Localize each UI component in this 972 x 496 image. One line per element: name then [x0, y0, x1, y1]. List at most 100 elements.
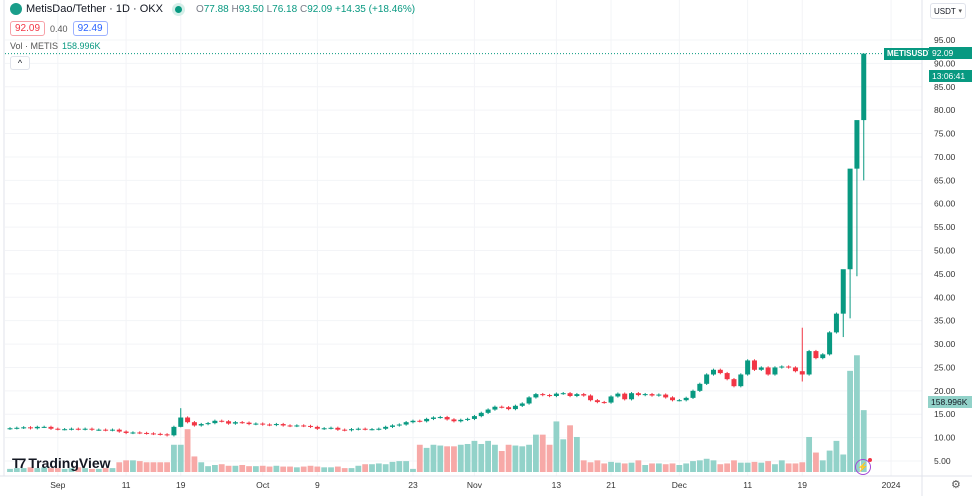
candle: [519, 402, 525, 407]
volume-bar: [102, 468, 109, 472]
candle-body: [410, 420, 416, 423]
volume-bar: [854, 355, 860, 472]
volume-bar: [164, 462, 170, 472]
candle-body: [437, 417, 443, 419]
y-tick-label: 85.00: [934, 82, 956, 92]
candle: [89, 427, 95, 431]
volume-bar: [724, 463, 731, 472]
volume-bar: [601, 463, 608, 472]
volume-bar: [539, 434, 546, 472]
candle: [362, 427, 368, 431]
x-tick-label: Sep: [50, 480, 65, 490]
buy-button[interactable]: 92.49: [72, 21, 108, 36]
volume-bar: [628, 462, 635, 472]
candle-body: [267, 424, 273, 426]
candle-body: [75, 428, 81, 430]
candle: [219, 419, 225, 423]
candle-body: [383, 426, 389, 429]
candle: [813, 349, 819, 360]
candle: [389, 424, 395, 429]
volume-bar: [731, 460, 737, 472]
candle: [779, 365, 785, 369]
volume-bar: [860, 410, 867, 472]
candle: [540, 392, 546, 397]
candle: [376, 427, 382, 431]
candle-body: [676, 400, 682, 402]
candle: [533, 392, 539, 399]
candle: [328, 426, 334, 430]
candle: [417, 419, 423, 423]
candle-body: [492, 406, 498, 410]
volume-bar: [533, 434, 539, 472]
y-tick-label: 50.00: [934, 246, 956, 256]
symbol-legend: MetisDao/Tether · 1D · OKX O77.88 H93.50…: [10, 3, 415, 15]
candle: [437, 415, 443, 419]
candle-body: [55, 428, 61, 430]
candle: [526, 396, 532, 405]
candle: [854, 120, 860, 277]
candle: [82, 427, 88, 431]
currency-select[interactable]: USDT ▾: [930, 3, 966, 19]
candle-body: [799, 371, 805, 375]
candle-body: [840, 269, 846, 314]
candle: [68, 427, 74, 431]
volume-bar: [41, 467, 48, 472]
volume-bar: [300, 466, 307, 472]
candle-body: [417, 420, 423, 422]
volume-bar: [594, 460, 601, 472]
volume-bar: [655, 463, 662, 472]
candle: [608, 395, 614, 404]
volume-bar: [451, 446, 457, 472]
volume-bar: [369, 464, 375, 472]
volume-bar: [54, 468, 61, 472]
candle-body: [308, 425, 314, 427]
candle-body: [485, 409, 491, 413]
lightning-icon[interactable]: ⚡: [855, 458, 872, 475]
ohlc-values: O77.88 H93.50 L76.18 C92.09 +14.35 (+18.…: [195, 3, 416, 15]
candle-body: [62, 429, 68, 431]
candle: [226, 420, 232, 425]
volume-bar: [614, 462, 621, 472]
candle: [116, 428, 122, 433]
candle-body: [369, 429, 375, 431]
y-tick-label: 10.00: [934, 433, 956, 443]
symbol-tag: METISUSDT: [884, 48, 937, 60]
candle: [294, 424, 300, 428]
candle-body: [717, 369, 723, 374]
collapse-legend-button[interactable]: ^: [10, 56, 30, 70]
volume-bar: [819, 460, 826, 472]
volume-bar: [758, 462, 765, 472]
candle: [560, 392, 566, 395]
candle: [710, 368, 716, 376]
volume-bar: [662, 464, 669, 472]
tradingview-logo[interactable]: T7 TradingView: [12, 455, 111, 471]
y-tick-label: 25.00: [934, 362, 956, 372]
settings-gear-icon[interactable]: ⚙: [951, 479, 961, 491]
candle: [34, 425, 40, 430]
candle-body: [792, 367, 798, 372]
candle-body: [34, 426, 40, 429]
candle-body: [786, 366, 792, 368]
x-tick-label: 9: [315, 480, 320, 490]
candle-body: [444, 417, 450, 420]
candle: [41, 425, 47, 429]
candle-body: [171, 426, 177, 436]
candle-body: [287, 425, 293, 427]
market-status-icon[interactable]: [174, 5, 182, 13]
candle-body: [226, 421, 232, 424]
candle-body: [130, 432, 136, 434]
candle-body: [48, 426, 54, 429]
symbol-title[interactable]: MetisDao/Tether · 1D · OKX: [26, 3, 163, 15]
volume-bar: [109, 468, 116, 472]
volume-bar: [642, 464, 649, 472]
candle: [157, 432, 163, 436]
sell-button[interactable]: 92.09: [10, 21, 46, 36]
candle: [123, 430, 129, 435]
volume-bar: [464, 443, 471, 472]
candle: [656, 393, 662, 397]
x-tick-label: 11: [743, 480, 752, 490]
candle-body: [704, 374, 710, 384]
y-tick-label: 60.00: [934, 199, 956, 209]
candle-body: [813, 351, 819, 359]
